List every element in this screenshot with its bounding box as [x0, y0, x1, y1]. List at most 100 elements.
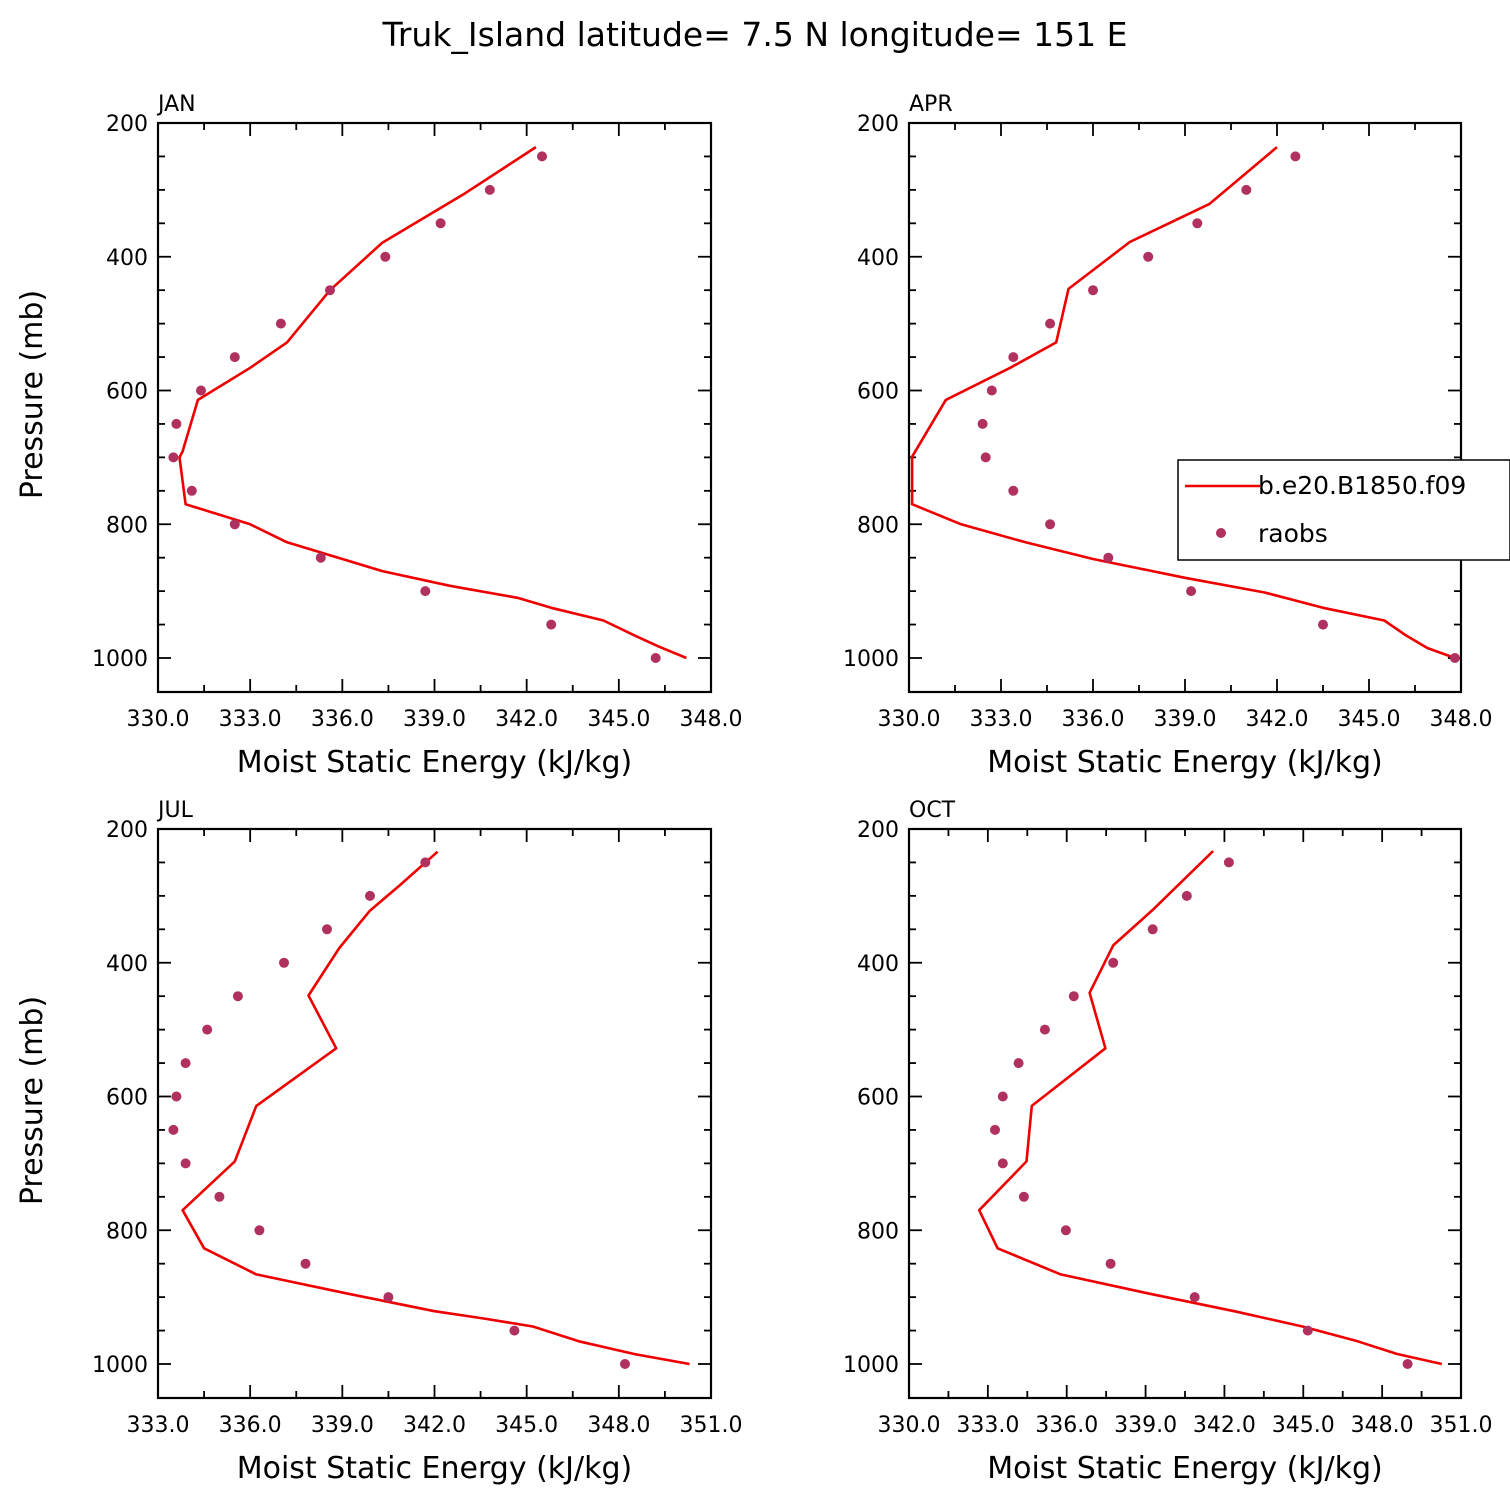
x-tick-label: 330.0 — [878, 707, 941, 732]
panel-jul: JUL 200 400 600 800 1000 333.0 336.0 339.0 342.0 3… — [15, 798, 742, 1486]
x-tick-label: 339.0 — [1114, 1413, 1177, 1438]
y-tick-label: 400 — [106, 952, 148, 977]
raobs-point — [980, 452, 991, 463]
raobs-point — [1045, 519, 1056, 530]
y-tick-label: 200 — [106, 818, 148, 843]
x-tick-label: 348.0 — [1351, 1413, 1414, 1438]
raobs-point — [214, 1191, 225, 1202]
y-tick-label: 800 — [106, 513, 148, 538]
model-line — [178, 146, 687, 660]
plot-frame — [156, 827, 713, 1400]
raobs-point — [315, 552, 326, 563]
x-tick-label: 348.0 — [587, 1413, 650, 1438]
raobs-point — [420, 586, 431, 597]
x-tick-label: 336.0 — [219, 1413, 282, 1438]
x-tick-label: 336.0 — [311, 707, 374, 732]
raobs-point — [1039, 1024, 1050, 1035]
panel-label: JUL — [156, 798, 194, 823]
raobs-point — [300, 1258, 311, 1269]
raobs-point — [168, 1124, 179, 1135]
x-tick-label: 342.0 — [495, 707, 558, 732]
raobs-point — [1105, 1258, 1116, 1269]
raobs-point — [202, 1024, 213, 1035]
raobs-point — [1013, 1058, 1024, 1069]
y-tick-label: 600 — [106, 380, 148, 405]
x-tick-label: 333.0 — [956, 1413, 1019, 1438]
raobs-point — [986, 385, 997, 396]
raobs-point — [254, 1225, 265, 1236]
raobs-point — [275, 318, 286, 329]
raobs-point — [1008, 352, 1019, 363]
y-tick-label: 200 — [857, 818, 899, 843]
y-tick-label: 400 — [857, 246, 899, 271]
panel-oct: OCT 200 400 600 800 1000 330.0 333.0 336.0 339.0 3… — [843, 798, 1492, 1486]
figure-title: Truk_Island latitude= 7.5 N longitude= 1… — [382, 15, 1128, 54]
raobs-point — [977, 418, 988, 429]
x-tick-label: 339.0 — [403, 707, 466, 732]
raobs-point — [1186, 586, 1197, 597]
raobs-point — [383, 1292, 394, 1303]
raobs-point — [1318, 619, 1328, 630]
raobs-point — [229, 352, 240, 363]
y-tick-label: 600 — [106, 1086, 148, 1111]
x-tick-label: 342.0 — [1193, 1413, 1256, 1438]
x-tick-label: 330.0 — [878, 1413, 941, 1438]
legend-model-label: b.e20.B1850.f09 — [1258, 471, 1466, 500]
raobs-point — [171, 418, 182, 429]
raobs-point — [1302, 1325, 1313, 1336]
x-tick-label: 345.0 — [1272, 1413, 1335, 1438]
raobs-point — [1045, 318, 1056, 329]
x-axis-label: Moist Static Energy (kJ/kg) — [987, 745, 1383, 780]
raobs-point — [990, 1124, 1000, 1135]
legend: b.e20.B1850.f09 raobs — [1177, 459, 1510, 561]
y-tick-label: 1000 — [843, 1353, 899, 1378]
raobs-point — [620, 1359, 630, 1369]
plot-frame — [907, 121, 1463, 694]
x-axis-label: Moist Static Energy (kJ/kg) — [987, 1451, 1383, 1486]
raobs-point — [365, 890, 375, 901]
x-axis-label: Moist Static Energy (kJ/kg) — [237, 745, 633, 780]
raobs-point — [1103, 552, 1114, 563]
y-axis-label: Pressure (mb) — [15, 290, 50, 499]
raobs-point — [1192, 218, 1203, 229]
x-tick-label: 348.0 — [680, 707, 743, 732]
y-tick-label: 800 — [857, 513, 899, 538]
raobs-point — [1181, 890, 1192, 901]
raobs-point — [509, 1325, 520, 1336]
x-tick-label: 342.0 — [1246, 707, 1309, 732]
y-tick-label: 600 — [857, 380, 899, 405]
x-tick-label: 342.0 — [403, 1413, 466, 1438]
raobs-point — [1402, 1359, 1413, 1369]
x-tick-label: 336.0 — [1035, 1413, 1098, 1438]
raobs-point — [537, 151, 547, 162]
raobs-point — [380, 251, 391, 262]
model-line — [181, 850, 690, 1366]
x-tick-label: 348.0 — [1430, 707, 1493, 732]
raobs-point — [1290, 151, 1301, 162]
y-tick-label: 200 — [106, 112, 148, 137]
raobs-point — [1449, 653, 1460, 663]
model-line — [910, 146, 1456, 660]
x-tick-label: 339.0 — [1154, 707, 1217, 732]
raobs-point — [997, 1091, 1008, 1102]
raobs-point — [1223, 857, 1234, 868]
x-tick-label: 336.0 — [1062, 707, 1125, 732]
y-axis-label: Pressure (mb) — [15, 996, 50, 1205]
raobs-point — [650, 653, 661, 663]
x-tick-label: 333.0 — [219, 707, 282, 732]
y-tick-label: 200 — [857, 112, 899, 137]
x-tick-label: 330.0 — [127, 707, 190, 732]
panels: JAN 200 400 600 800 1000 330.0 333.0 336.0 339.0 3… — [15, 92, 1492, 1486]
y-tick-label: 400 — [106, 246, 148, 271]
raobs-point — [322, 924, 332, 935]
x-tick-label: 351.0 — [680, 1413, 743, 1438]
panel-label: OCT — [909, 798, 956, 823]
x-tick-label: 345.0 — [1338, 707, 1401, 732]
plot-frame — [156, 121, 713, 694]
raobs-point — [1060, 1225, 1071, 1236]
raobs-point — [1108, 957, 1119, 968]
legend-box — [1177, 459, 1510, 561]
x-axis-label: Moist Static Energy (kJ/kg) — [237, 1451, 633, 1486]
raobs-point — [232, 991, 243, 1002]
